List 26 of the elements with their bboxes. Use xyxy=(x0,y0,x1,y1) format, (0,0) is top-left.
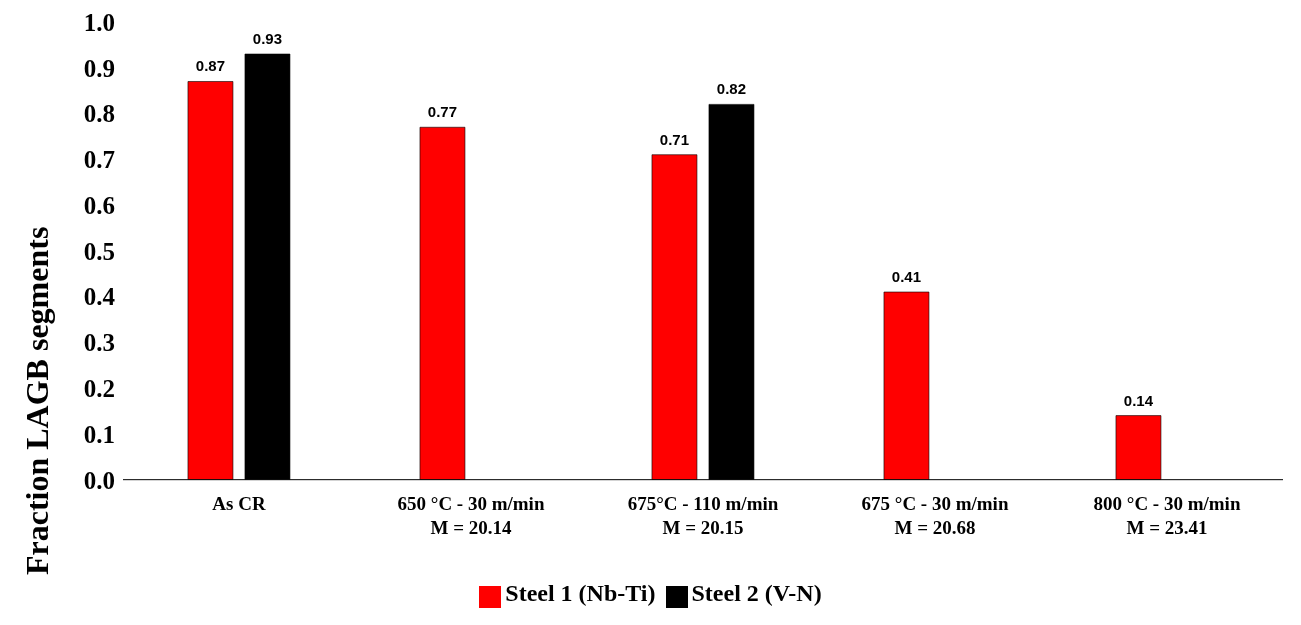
data-label: 0.87 xyxy=(195,57,226,75)
y-tick-label: 0.7 xyxy=(83,146,115,174)
y-tick-label: 0.2 xyxy=(83,375,115,403)
y-tick-label: 0.5 xyxy=(83,237,115,265)
y-tick-label: 0.6 xyxy=(83,191,115,219)
data-label: 0.77 xyxy=(427,103,458,121)
x-tick-label: 675°C - 110 m/min M = 20.15 xyxy=(627,492,779,538)
legend-label: Steel 2 (V-N) xyxy=(691,579,822,606)
x-tick-label: 675 °C - 30 m/min M = 20.68 xyxy=(861,492,1009,538)
data-label: 0.14 xyxy=(1123,391,1154,409)
data-label: 0.82 xyxy=(716,80,747,98)
data-label: 0.93 xyxy=(252,30,283,48)
x-tick-label: As CR xyxy=(212,492,266,514)
y-tick-label: 0.1 xyxy=(83,420,115,448)
y-tick-label: 0.9 xyxy=(83,54,115,82)
x-tick-label: 800 °C - 30 m/min M = 23.41 xyxy=(1093,492,1241,538)
y-tick-label: 0.3 xyxy=(83,329,115,357)
y-tick-label: 0.4 xyxy=(83,283,116,311)
x-tick-label: 650 °C - 30 m/min M = 20.14 xyxy=(397,492,545,538)
y-axis-title: Fraction LAGB segments xyxy=(19,226,56,576)
y-tick-label: 0.0 xyxy=(83,466,115,494)
y-tick-label: 0.8 xyxy=(83,100,115,128)
data-label: 0.41 xyxy=(891,268,922,286)
y-tick-label: 1.0 xyxy=(83,8,115,36)
legend-label: Steel 1 (Nb-Ti) xyxy=(505,579,656,606)
data-label: 0.71 xyxy=(659,130,690,148)
